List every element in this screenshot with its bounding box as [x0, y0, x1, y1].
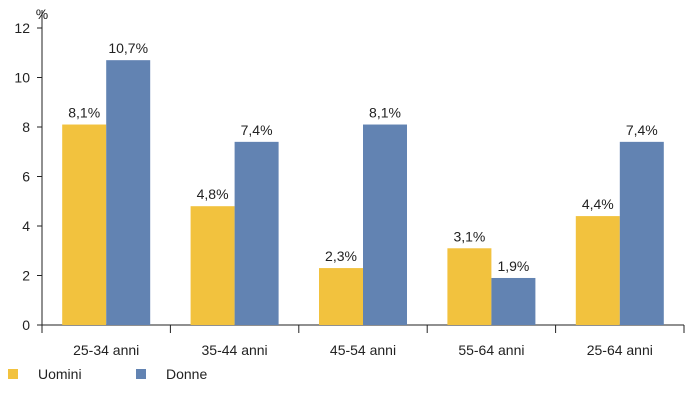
legend: Uomini Donne [8, 366, 264, 382]
y-unit-label: % [36, 6, 48, 22]
bar-chart: % 0 2 4 6 8 10 12 25-34 anni 35-44 anni 45-54 ann… [14, 6, 685, 358]
data-label: 4,4% [582, 196, 614, 212]
bar-uomini [447, 248, 492, 325]
data-label: 1,9% [497, 258, 529, 274]
x-tick-label: 55-64 anni [458, 342, 524, 358]
legend-item-uomini: Uomini [8, 366, 136, 382]
y-tick-label: 0 [22, 317, 30, 333]
data-label: 7,4% [241, 122, 273, 138]
data-label: 8,1% [369, 105, 401, 121]
bar-donne [106, 60, 151, 326]
x-tick-label: 35-44 anni [202, 342, 268, 358]
bar-donne [619, 141, 664, 325]
legend-swatch-uomini [8, 369, 18, 379]
bar-uomini [319, 268, 363, 325]
bar-uomini [575, 216, 620, 325]
legend-label-donne: Donne [166, 366, 208, 382]
data-label: 10,7% [108, 40, 148, 56]
data-label: 7,4% [626, 122, 658, 138]
y-tick-label: 10 [14, 70, 30, 86]
y-axis: % 0 2 4 6 8 10 12 [14, 6, 48, 333]
data-label: 4,8% [197, 186, 229, 202]
x-tick-label: 45-54 anni [330, 342, 396, 358]
legend-item-donne: Donne [136, 366, 264, 382]
x-tick-label: 25-64 anni [587, 342, 653, 358]
bar-donne [363, 124, 407, 326]
data-label: 2,3% [325, 248, 357, 264]
legend-swatch-donne [136, 369, 146, 379]
value-labels: 8,1% 10,7% 4,8% 7,4% 2,3% 8,1% 3,1% 1,9% 4,4% 7,4… [68, 40, 658, 274]
x-tick-label: 25-34 anni [73, 342, 139, 358]
y-tick-label: 4 [22, 218, 30, 234]
bar-donne [234, 141, 279, 325]
x-axis: 25-34 anni 35-44 anni 45-54 anni 55-64 anni… [41, 324, 685, 358]
data-label: 3,1% [453, 228, 485, 244]
data-label: 8,1% [68, 105, 100, 121]
bars [62, 60, 664, 326]
y-tick-label: 12 [14, 20, 30, 36]
bar-uomini [62, 124, 107, 326]
y-tick-label: 6 [22, 169, 30, 185]
bar-donne [491, 277, 536, 325]
y-tick-label: 8 [22, 119, 30, 135]
y-tick-label: 2 [22, 268, 30, 284]
bar-uomini [190, 206, 235, 325]
legend-label-uomini: Uomini [38, 366, 82, 382]
